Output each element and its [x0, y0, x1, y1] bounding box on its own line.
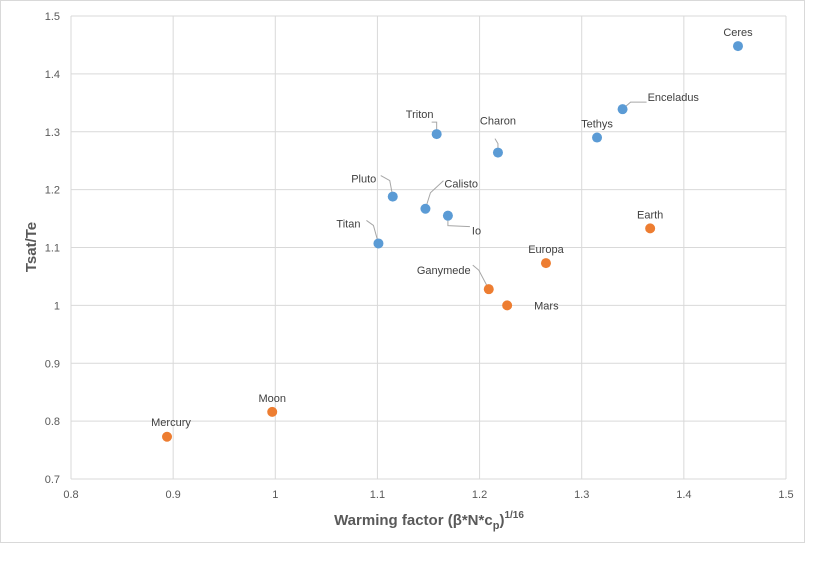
data-label-europa: Europa [528, 244, 564, 256]
y-tick-label: 1.4 [45, 69, 60, 81]
y-tick-label: 1 [54, 300, 60, 312]
x-tick-label: 1.2 [472, 489, 487, 501]
y-tick-label: 1.1 [45, 243, 60, 255]
data-label-earth: Earth [637, 209, 663, 221]
data-point-mars [502, 300, 513, 311]
x-tick-label: 0.8 [63, 489, 78, 501]
x-axis-title: Warming factor (β*N*cp)1/16 [334, 510, 524, 532]
data-point-calisto [420, 203, 431, 214]
data-label-enceladus: Enceladus [648, 92, 700, 104]
gridlines [70, 15, 787, 480]
data-points [162, 41, 743, 442]
data-label-mars: Mars [534, 300, 559, 312]
x-tick-label: 1.4 [676, 489, 691, 501]
data-label-titan: Titan [336, 218, 360, 230]
chart-frame: 0.8 0.9 1 1.1 1.2 1.3 1.4 1.5 0.7 0.8 0.9 1 1.1 1.2 1… [0, 0, 805, 543]
label-leader-lines [366, 101, 647, 290]
y-tick-label: 0.7 [45, 474, 60, 486]
data-point-ceres [732, 41, 743, 52]
data-label-ganymede: Ganymede [417, 265, 471, 277]
data-point-europa [540, 258, 551, 269]
y-axis-ticks: 0.7 0.8 0.9 1 1.1 1.2 1.3 1.4 1.5 [45, 11, 60, 486]
y-tick-label: 1.2 [45, 185, 60, 197]
leader-line-pluto [380, 175, 394, 197]
data-label-moon: Moon [258, 393, 286, 405]
x-tick-label: 1 [272, 489, 278, 501]
data-label-charon: Charon [480, 116, 516, 128]
data-point-mercury [162, 431, 173, 442]
data-point-charon [492, 147, 503, 158]
leader-line-ganymede [472, 264, 490, 290]
data-point-triton [431, 129, 442, 140]
x-tick-label: 1.5 [778, 489, 793, 501]
x-tick-label: 0.9 [165, 489, 180, 501]
y-tick-label: 0.8 [45, 416, 60, 428]
data-point-titan [373, 238, 384, 249]
leader-line-calisto [424, 180, 444, 209]
data-label-io: Io [472, 226, 481, 238]
data-point-ganymede [483, 284, 494, 295]
data-point-moon [267, 406, 278, 417]
data-label-pluto: Pluto [351, 174, 376, 186]
y-tick-label: 1.5 [45, 11, 60, 23]
data-point-earth [645, 223, 656, 234]
data-label-triton: Triton [406, 109, 434, 121]
x-axis-ticks: 0.8 0.9 1 1.1 1.2 1.3 1.4 1.5 [63, 489, 793, 501]
data-label-mercury: Mercury [151, 417, 191, 429]
data-point-pluto [387, 191, 398, 202]
data-point-tethys [592, 132, 603, 143]
leader-line-titan [366, 220, 379, 244]
data-point-enceladus [617, 104, 628, 115]
y-tick-label: 0.9 [45, 358, 60, 370]
y-axis-title: Tsat/Te [23, 222, 40, 272]
scatter-chart: 0.8 0.9 1 1.1 1.2 1.3 1.4 1.5 0.70.80.911.11.21… [23, 11, 794, 532]
data-labels: Ceres Enceladus Tethys Triton Charon Pluto Cal… [151, 27, 753, 429]
x-tick-label: 1.3 [574, 489, 589, 501]
x-tick-label: 1.1 [370, 489, 385, 501]
data-point-io [442, 210, 453, 221]
data-label-ceres: Ceres [723, 27, 753, 39]
data-label-calisto: Calisto [444, 179, 478, 191]
data-label-tethys: Tethys [581, 119, 613, 131]
y-tick-label: 1.3 [45, 127, 60, 139]
